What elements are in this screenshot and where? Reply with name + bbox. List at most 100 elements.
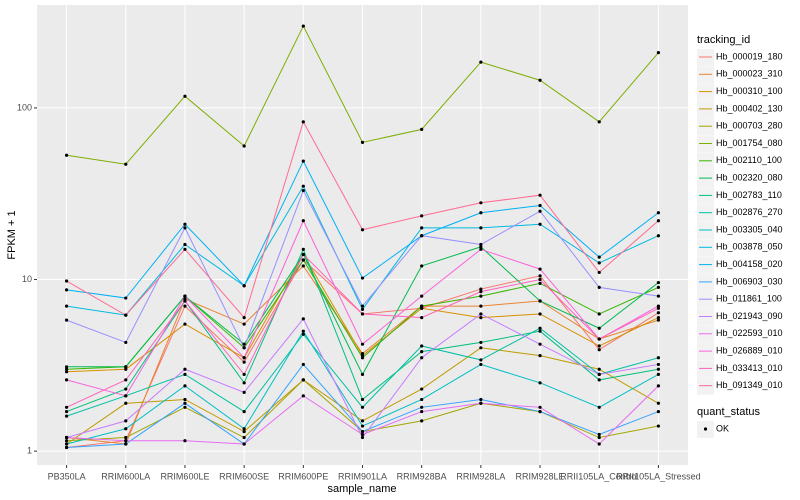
- point: [597, 255, 601, 259]
- point: [183, 439, 187, 443]
- point: [597, 270, 601, 275]
- legend-label: Hb_006903_030: [716, 276, 783, 286]
- x-tick-label: RRIM928LE: [516, 471, 565, 481]
- point: [360, 405, 365, 409]
- point: [597, 261, 601, 265]
- point: [124, 427, 128, 431]
- point: [538, 299, 542, 303]
- point: [538, 342, 542, 346]
- point: [538, 277, 542, 282]
- point: [124, 419, 128, 423]
- point: [64, 153, 69, 157]
- point: [242, 342, 246, 346]
- point: [360, 312, 365, 316]
- point: [242, 372, 246, 376]
- point: [242, 435, 246, 440]
- legend-label: Hb_002876_270: [716, 207, 783, 217]
- point: [360, 429, 365, 434]
- point: [538, 326, 542, 330]
- legend-label: Hb_022593_010: [716, 328, 783, 338]
- point: [420, 214, 424, 218]
- legend-label: Hb_002783_110: [716, 190, 782, 200]
- point: [242, 427, 246, 431]
- point: [656, 409, 661, 414]
- point: [656, 315, 661, 320]
- point: [479, 315, 483, 320]
- point: [597, 344, 601, 348]
- point: [242, 429, 246, 434]
- x-tick-label: RRIM600PE: [278, 471, 328, 481]
- y-tick-label: 100: [17, 102, 32, 112]
- point: [301, 188, 305, 193]
- point: [242, 346, 246, 350]
- point: [64, 318, 69, 322]
- x-tick-label: RRIM928LA: [456, 471, 505, 481]
- point: [301, 252, 305, 257]
- point: [479, 294, 483, 298]
- point: [597, 372, 601, 376]
- point: [597, 120, 601, 124]
- x-tick-label: PB350LA: [48, 471, 86, 481]
- point: [242, 315, 246, 320]
- point: [656, 211, 661, 215]
- point: [183, 294, 187, 298]
- point: [420, 304, 424, 308]
- point: [301, 159, 305, 163]
- point: [479, 312, 483, 316]
- point: [656, 362, 661, 367]
- point: [242, 360, 246, 364]
- point: [597, 367, 601, 371]
- point: [656, 306, 661, 310]
- point: [656, 311, 661, 315]
- point: [64, 414, 69, 418]
- point: [597, 405, 601, 409]
- point: [301, 24, 305, 28]
- point: [420, 387, 424, 391]
- y-tick-label: 10: [22, 274, 32, 284]
- point: [360, 276, 365, 280]
- point: [124, 394, 128, 398]
- point: [360, 307, 365, 311]
- point: [301, 184, 305, 188]
- point-legend-title: quant_status: [697, 406, 760, 418]
- point-legend-label: OK: [716, 423, 729, 433]
- point: [597, 432, 601, 437]
- point: [301, 219, 305, 223]
- point: [597, 378, 601, 382]
- point: [242, 356, 246, 360]
- point: [656, 285, 661, 289]
- point: [242, 322, 246, 326]
- point: [124, 378, 128, 382]
- point: [124, 435, 128, 440]
- point: [479, 397, 483, 402]
- x-tick-label: RRII105LA_Control: [560, 471, 638, 481]
- point: [183, 405, 187, 409]
- point: [64, 304, 69, 308]
- point: [656, 318, 661, 322]
- point: [360, 228, 365, 232]
- point: [656, 384, 661, 388]
- legend-label: Hb_021943_090: [716, 311, 783, 321]
- point: [183, 367, 187, 371]
- point: [479, 362, 483, 367]
- point: [242, 442, 246, 446]
- point: [183, 222, 187, 226]
- point: [479, 242, 483, 247]
- point: [183, 401, 187, 405]
- point: [538, 209, 542, 213]
- x-tick-label: RRIM901LA: [338, 471, 387, 481]
- point: [420, 315, 424, 320]
- point: [420, 344, 424, 348]
- point: [479, 340, 483, 345]
- point: [656, 51, 661, 55]
- point: [656, 356, 661, 360]
- point: [64, 288, 69, 292]
- point: [479, 346, 483, 350]
- x-tick-label: RRIM600LA: [101, 471, 150, 481]
- point: [656, 367, 661, 371]
- point: [360, 435, 365, 440]
- point: [656, 424, 661, 428]
- point: [538, 329, 542, 333]
- point: [360, 140, 365, 144]
- point: [420, 397, 424, 402]
